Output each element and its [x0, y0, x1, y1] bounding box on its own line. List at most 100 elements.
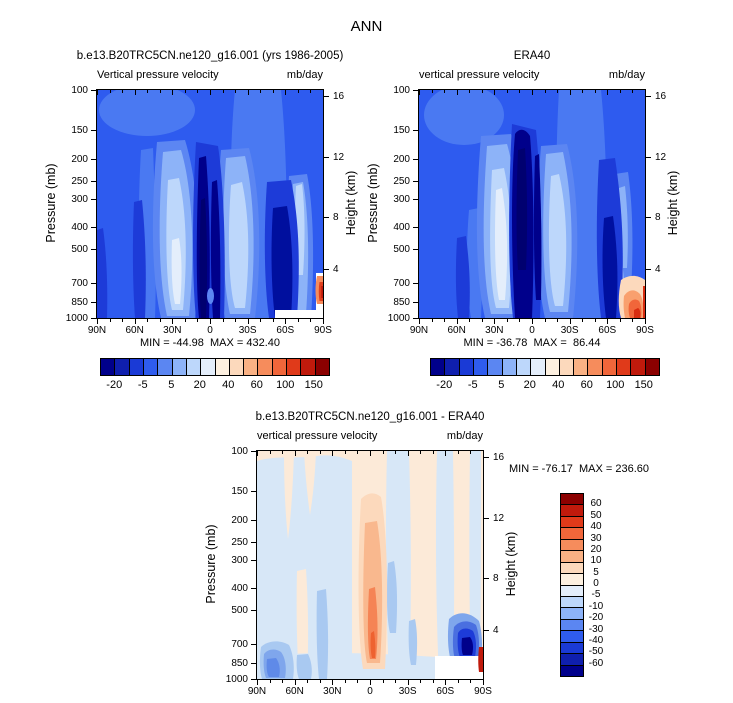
colorbar-cell	[631, 359, 646, 375]
colorbar-tick-label: -5	[467, 379, 478, 391]
colorbar-cell	[561, 551, 583, 563]
pressure-tick-mark	[251, 559, 256, 561]
colorbar-cell	[559, 359, 575, 375]
pressure-tick-label: 200	[71, 153, 88, 165]
height-tick-mark	[484, 578, 489, 579]
pressure-tick-label: 150	[71, 125, 88, 137]
colorbar-cell	[561, 574, 583, 586]
lat-tick-label: 60N	[125, 325, 144, 336]
lat-tick-mark	[419, 90, 420, 95]
pressure-tick-label: 100	[231, 446, 248, 457]
lat-tick-mark	[382, 451, 384, 454]
lat-tick-mark	[645, 319, 646, 324]
lat-tick-mark	[557, 90, 559, 93]
minmax-era40: MIN = -36.78 MAX = 86.44	[463, 337, 601, 349]
colorbar-cell	[561, 665, 583, 676]
pressure-tick-label: 400	[231, 583, 248, 595]
lat-tick-mark	[532, 319, 533, 324]
pressure-tick-label: 300	[71, 193, 88, 205]
colorbar-era40	[430, 358, 660, 376]
lat-tick-mark	[109, 319, 111, 322]
height-tick-label: 4	[655, 264, 661, 275]
lat-tick-mark	[431, 90, 433, 93]
lat-tick-mark	[544, 319, 546, 322]
lat-tick-mark	[222, 90, 224, 93]
colorbar-tick-label: 20	[590, 543, 602, 555]
lat-tick-mark	[469, 319, 471, 322]
colorbar-cell	[215, 359, 230, 375]
lat-tick-mark	[357, 451, 359, 454]
colorbar-cell	[301, 359, 316, 375]
colorbar-tick-label: -5	[591, 589, 601, 601]
height-tick-mark	[324, 96, 329, 97]
field-label: Vertical pressure velocity	[97, 69, 219, 81]
height-tick-label: 16	[333, 91, 345, 102]
pressure-tick-mark	[251, 519, 256, 521]
lat-tick-mark	[122, 90, 124, 93]
height-tick-mark	[646, 157, 651, 158]
colorbar-tick-label: 20	[193, 379, 206, 391]
pressure-tick-label: 400	[71, 222, 88, 234]
pressure-tick-label: 300	[231, 554, 248, 566]
lat-tick-mark	[134, 90, 136, 95]
lat-tick-mark	[310, 90, 312, 93]
colorbar-cell	[445, 359, 460, 375]
lat-tick-label: 60N	[447, 325, 466, 336]
units-label: mb/day	[608, 69, 645, 81]
colorbar-cell	[201, 359, 216, 375]
pressure-tick-mark	[91, 90, 96, 91]
lat-tick-mark	[582, 90, 584, 93]
pressure-tick-mark	[413, 301, 418, 303]
lat-tick-mark	[481, 319, 483, 322]
colorbar-tick-label: 40	[590, 521, 602, 533]
pressure-tick-mark	[413, 90, 418, 91]
pressure-tick-label: 850	[71, 296, 88, 308]
lat-tick-mark	[294, 451, 296, 456]
panel-title-era40: ERA40	[513, 50, 551, 62]
colorbar-tick-label: 150	[304, 379, 323, 391]
lat-tick-mark	[269, 680, 271, 683]
contour-field-difference	[257, 451, 483, 679]
units-label: mb/day	[446, 430, 483, 442]
pressure-tick-mark	[413, 249, 418, 251]
colorbar-cell	[258, 359, 273, 375]
lat-tick-mark	[97, 90, 98, 95]
pressure-tick-label: 500	[71, 244, 88, 256]
lat-tick-mark	[395, 451, 397, 454]
lat-tick-mark	[619, 319, 621, 322]
lat-tick-mark	[282, 451, 284, 454]
pressure-tick-label: 200	[231, 514, 248, 526]
height-tick-mark	[484, 518, 489, 519]
lat-tick-mark	[395, 680, 397, 683]
lat-tick-mark	[506, 319, 508, 322]
colorbar-cell	[588, 359, 603, 375]
pressure-tick-label: 1000	[225, 674, 248, 685]
colorbar-tick-label: -5	[137, 379, 148, 391]
pressure-tick-mark	[251, 643, 256, 645]
colorbar-tick-label: 30	[590, 532, 602, 544]
lat-tick-mark	[632, 90, 634, 93]
pressure-tick-mark	[91, 198, 96, 200]
lat-tick-mark	[323, 319, 324, 324]
height-tick-label: 8	[333, 212, 339, 223]
lat-tick-mark	[285, 319, 287, 324]
lat-tick-mark	[269, 451, 271, 454]
colorbar-cell	[186, 359, 202, 375]
lat-tick-mark	[607, 319, 609, 324]
colorbar-cell	[561, 562, 583, 575]
height-tick-label: 4	[333, 264, 339, 275]
colorbar-tick-label: 0	[593, 578, 599, 589]
colorbar-cell	[561, 494, 583, 506]
lat-tick-mark	[407, 680, 409, 685]
lat-tick-label: 30S	[560, 325, 579, 336]
pressure-tick-label: 500	[393, 244, 410, 256]
colorbar-cell	[115, 359, 130, 375]
lat-tick-mark	[147, 319, 149, 322]
lat-tick-mark	[519, 319, 521, 322]
subtitle-row: vertical pressure velocity mb/day	[257, 430, 483, 442]
height-axis-title: Height (km)	[504, 531, 518, 597]
lat-tick-mark	[310, 319, 312, 322]
lat-tick-mark	[470, 451, 472, 454]
pressure-tick-mark	[251, 610, 256, 612]
lat-tick-mark	[419, 319, 420, 324]
